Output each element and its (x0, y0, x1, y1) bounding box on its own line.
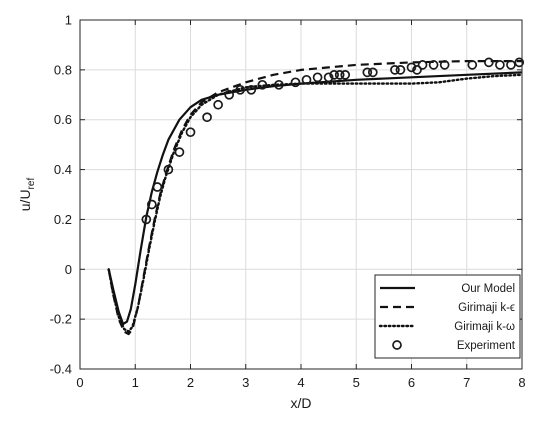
experiment-point (439, 60, 450, 70)
experiment-point (185, 127, 196, 138)
axis-ticks: 0 1 2 3 4 5 6 7 8 -0.4 -0.2 0 0.2 0.4 0.6 0.8 1 (50, 13, 526, 391)
experiment-point (312, 72, 323, 83)
experiment-point (235, 84, 246, 95)
legend-label: Girimaji k-ω (454, 321, 515, 333)
x-tick-label: 3 (242, 375, 249, 390)
y-tick-label: 0.4 (54, 162, 72, 177)
experiment-point (246, 84, 257, 95)
x-tick-label: 0 (76, 375, 83, 390)
experiment-point (163, 164, 174, 175)
legend-item-our-model: Our Model (380, 283, 515, 295)
x-tick-label: 8 (518, 375, 525, 390)
experiment-point (152, 182, 163, 192)
legend-label: Our Model (461, 283, 515, 295)
y-tick-label: 0.2 (54, 212, 72, 227)
y-tick-label: -0.4 (50, 362, 72, 377)
experiment-point (213, 99, 223, 110)
legend-label: Girimaji k-ϵ (458, 302, 515, 314)
y-tick-label: 0 (65, 262, 72, 277)
experiment-point (340, 69, 351, 80)
experiment-point (367, 67, 378, 78)
experiment-point (274, 79, 284, 90)
y-axis-label-main: u/U (17, 189, 33, 211)
x-tick-label: 2 (187, 375, 194, 390)
series-layer (107, 57, 525, 336)
y-axis-label-subscript: ref (26, 178, 37, 190)
experiment-point (362, 67, 373, 78)
experiment-point (146, 199, 157, 210)
legend-item-girimaji-k: Girimaji k-ω (378, 321, 515, 333)
experiment-point (514, 57, 525, 68)
experiment-point (141, 214, 152, 225)
legend-marker (392, 340, 402, 350)
legend-label: Experiment (457, 340, 516, 352)
experiment-point (495, 60, 505, 70)
x-axis-label: x/D (291, 395, 312, 411)
legend: Our Model Girimaji k-ϵ Girimaji k-ω Experim… (374, 274, 521, 359)
x-tick-label: 7 (463, 375, 470, 390)
y-tick-label: -0.2 (50, 312, 72, 327)
experiment-point (484, 57, 494, 68)
experiment-point (406, 62, 417, 73)
experiment-point (257, 79, 268, 90)
experiment-point (202, 112, 212, 123)
series-girimaji-k-line (107, 73, 524, 333)
experiment-point (390, 65, 400, 75)
experiment-point (428, 60, 439, 70)
series-experiment (141, 57, 525, 225)
legend-item-experiment: Experiment (392, 340, 516, 352)
experiment-point (329, 69, 339, 80)
experiment-point (301, 74, 312, 85)
x-tick-label: 1 (132, 375, 139, 390)
experiment-point (290, 77, 301, 88)
y-tick-label: 1 (65, 13, 72, 28)
y-tick-label: 0.6 (54, 112, 72, 127)
y-tick-label: 0.8 (54, 62, 72, 77)
experiment-point (224, 89, 235, 100)
experiment-point (395, 65, 406, 75)
experiment-point (417, 60, 428, 70)
experiment-point (174, 147, 185, 157)
x-tick-label: 5 (353, 375, 360, 390)
x-tick-label: 4 (297, 375, 304, 390)
experiment-point (323, 72, 334, 83)
experiment-point (506, 60, 516, 70)
experiment-point (334, 69, 345, 80)
experiment-point (412, 65, 422, 75)
experiment-point (467, 60, 478, 70)
x-tick-label: 6 (408, 375, 415, 390)
legend-item-girimaji-k: Girimaji k-ϵ (380, 302, 515, 314)
y-axis-label: u/Uref (17, 178, 37, 212)
